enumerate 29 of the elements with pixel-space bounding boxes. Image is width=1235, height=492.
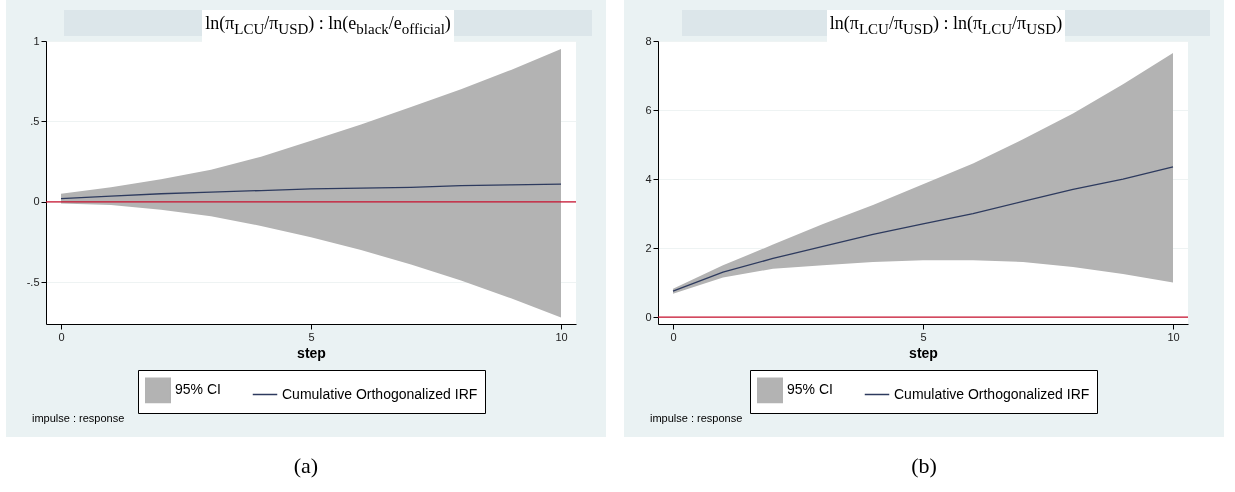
y-tick-label: 6 xyxy=(645,103,652,116)
text: impulse : response xyxy=(32,412,125,424)
y-tick-label: -.5 xyxy=(26,275,40,288)
y-tick-label: 8 xyxy=(645,34,652,47)
y-tick-label: 0 xyxy=(33,195,40,208)
line-series xyxy=(672,166,1174,292)
x-tick-label: 5 xyxy=(308,330,315,343)
text: (a) xyxy=(292,453,320,479)
x-tick-label: 0 xyxy=(58,330,65,343)
legend-label: Cumulative Orthogonalized IRF xyxy=(282,385,478,402)
line-series xyxy=(60,183,562,200)
x-tick-label: 5 xyxy=(920,330,927,343)
legend-label: Cumulative Orthogonalized IRF xyxy=(894,385,1090,402)
y-tick-label: 0 xyxy=(645,310,652,323)
text: impulse : response xyxy=(650,412,743,424)
text: 95% CI xyxy=(175,381,221,398)
x-tick-label: 10 xyxy=(555,330,568,343)
y-tick-label: 4 xyxy=(645,172,652,185)
y-tick-label: 2 xyxy=(645,241,652,254)
text: 95% CI xyxy=(787,381,833,398)
x-tick-label: 10 xyxy=(1167,330,1180,343)
x-axis-title: step xyxy=(909,344,938,361)
chart-title: ln(π$_{LCU}$/π$_{USD}$) : ln(e$_{black}$/e$_{official}$) xyxy=(205,13,451,37)
x-tick-label: 0 xyxy=(670,330,677,343)
y-tick-label: .5 xyxy=(30,114,40,127)
y-tick-label: 1 xyxy=(33,34,40,47)
chart-title: ln(π$_{LCU}$/π$_{USD}$) : ln(π$_{LCU}$/π$_{USD}$) xyxy=(829,13,1063,37)
x-axis-title: step xyxy=(297,344,326,361)
text: (b) xyxy=(910,453,938,479)
